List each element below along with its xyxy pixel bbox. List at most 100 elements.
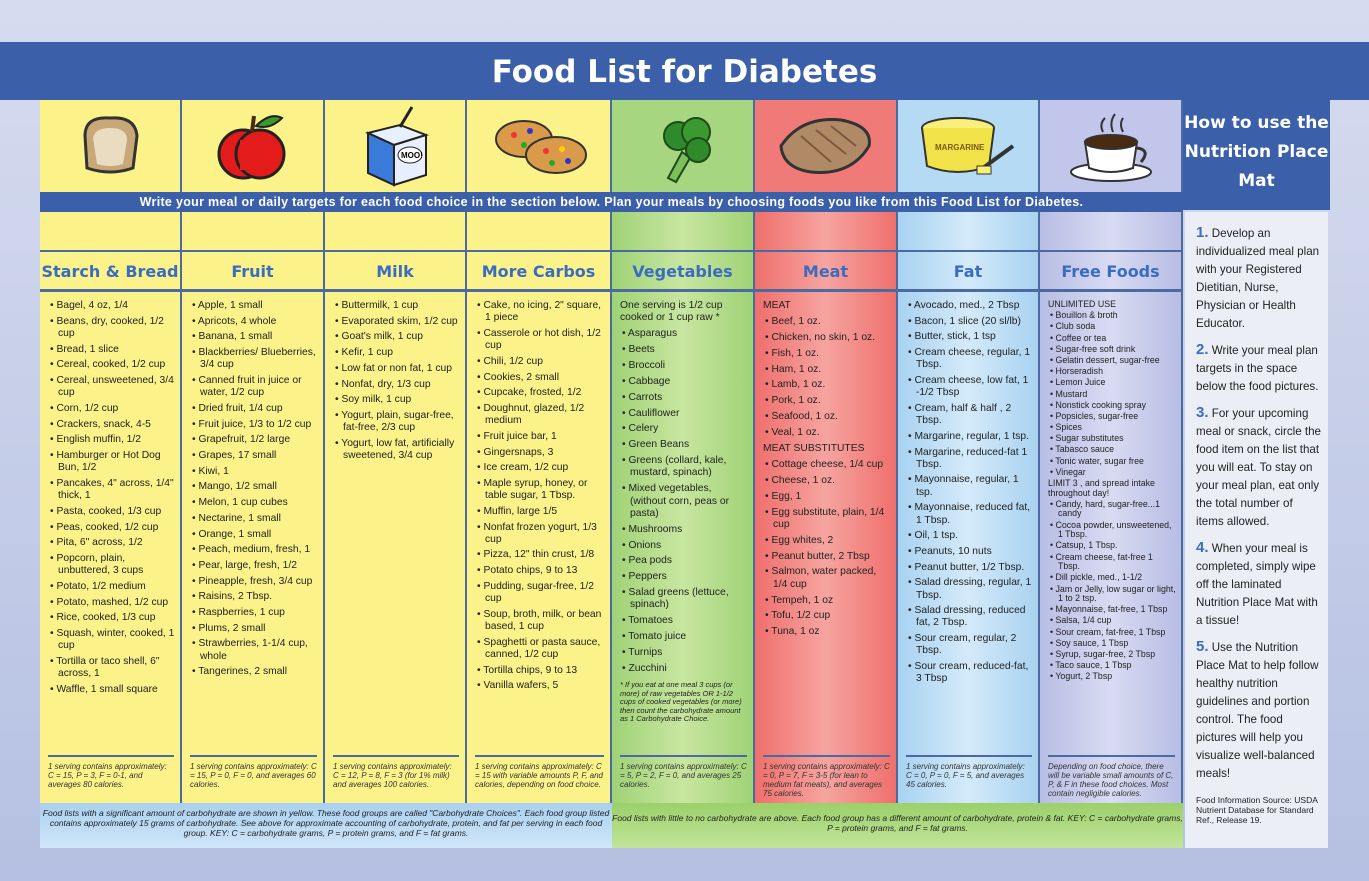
food-item[interactable]: Salsa, 1/4 cup bbox=[1048, 616, 1177, 626]
food-item[interactable]: Egg whites, 2 bbox=[763, 535, 892, 547]
food-item[interactable]: Syrup, sugar-free, 2 Tbsp bbox=[1048, 649, 1177, 660]
food-item[interactable]: Peanut butter, 1/2 Tbsp. bbox=[906, 562, 1034, 574]
food-item[interactable]: Ice cream, 1/2 cup bbox=[475, 462, 606, 474]
food-item[interactable]: Vanilla wafers, 5 bbox=[475, 680, 606, 692]
food-item[interactable]: Carrots bbox=[620, 392, 749, 404]
food-item[interactable]: Catsup, 1 Tbsp. bbox=[1048, 541, 1177, 551]
food-item[interactable]: Greens (collard, kale, mustard, spinach) bbox=[620, 455, 749, 479]
food-item[interactable]: Gingersnaps, 3 bbox=[475, 447, 606, 459]
food-item[interactable]: Cheese, 1 oz. bbox=[763, 475, 892, 487]
food-item[interactable]: Tofu, 1/2 cup bbox=[763, 610, 892, 622]
food-item[interactable]: Chili, 1/2 cup bbox=[475, 356, 606, 368]
food-item[interactable]: Cottage cheese, 1/4 cup bbox=[763, 459, 892, 471]
food-item[interactable]: Goat's milk, 1 cup bbox=[333, 331, 461, 343]
food-item[interactable]: Yogurt, 2 Tbsp bbox=[1048, 672, 1177, 682]
food-item[interactable]: Bread, 1 slice bbox=[48, 344, 176, 356]
food-item[interactable]: Pancakes, 4" across, 1/4" thick, 1 bbox=[48, 478, 176, 502]
food-item[interactable]: Popsicles, sugar-free bbox=[1048, 411, 1177, 422]
food-item[interactable]: Soy sauce, 1 Tbsp bbox=[1048, 638, 1177, 649]
food-item[interactable]: Jam or Jelly, low sugar or light, 1 to 2… bbox=[1048, 584, 1177, 604]
food-item[interactable]: Cream cheese, regular, 1 Tbsp. bbox=[906, 347, 1034, 371]
food-item[interactable]: Peanut butter, 2 Tbsp bbox=[763, 551, 892, 563]
food-item[interactable]: Raspberries, 1 cup bbox=[190, 607, 319, 619]
food-item[interactable]: Pear, large, fresh, 1/2 bbox=[190, 560, 319, 572]
food-item[interactable]: Cereal, unsweetened, 3/4 cup bbox=[48, 375, 176, 399]
target-entry-area[interactable] bbox=[40, 212, 180, 252]
food-item[interactable]: Corn, 1/2 cup bbox=[48, 403, 176, 415]
food-item[interactable]: Margarine, regular, 1 tsp. bbox=[906, 431, 1034, 443]
food-item[interactable]: Gelatin dessert, sugar-free bbox=[1048, 355, 1177, 366]
food-item[interactable]: Egg, 1 bbox=[763, 491, 892, 503]
food-item[interactable]: English muffin, 1/2 bbox=[48, 434, 176, 446]
food-item[interactable]: Canned fruit in juice or water, 1/2 cup bbox=[190, 375, 319, 399]
food-item[interactable]: Broccoli bbox=[620, 360, 749, 372]
food-item[interactable]: Cookies, 2 small bbox=[475, 372, 606, 384]
food-item[interactable]: Melon, 1 cup cubes bbox=[190, 497, 319, 509]
food-item[interactable]: Low fat or non fat, 1 cup bbox=[333, 363, 461, 375]
food-item[interactable]: Tomato juice bbox=[620, 631, 749, 643]
food-item[interactable]: Beans, dry, cooked, 1/2 cup bbox=[48, 316, 176, 340]
food-item[interactable]: Waffle, 1 small square bbox=[48, 684, 176, 696]
food-item[interactable]: Club soda bbox=[1048, 322, 1177, 332]
food-item[interactable]: Apricots, 4 whole bbox=[190, 316, 319, 328]
food-item[interactable]: Coffee or tea bbox=[1048, 333, 1177, 344]
food-item[interactable]: Cake, no icing, 2" square, 1 piece bbox=[475, 300, 606, 324]
food-item[interactable]: Orange, 1 small bbox=[190, 529, 319, 541]
food-item[interactable]: Salad dressing, regular, 1 Tbsp. bbox=[906, 577, 1034, 601]
food-item[interactable]: Potato, 1/2 medium bbox=[48, 581, 176, 593]
food-item[interactable]: Fish, 1 oz. bbox=[763, 348, 892, 360]
food-item[interactable]: Cupcake, frosted, 1/2 bbox=[475, 387, 606, 399]
food-item[interactable]: Sour cream, fat-free, 1 Tbsp bbox=[1048, 627, 1177, 638]
food-item[interactable]: Pineapple, fresh, 3/4 cup bbox=[190, 576, 319, 588]
food-item[interactable]: Yogurt, low fat, artificially sweetened,… bbox=[333, 438, 461, 462]
food-item[interactable]: Tabasco sauce bbox=[1048, 445, 1177, 455]
food-item[interactable]: Cream, half & half , 2 Tbsp. bbox=[906, 403, 1034, 427]
food-item[interactable]: Nectarine, 1 small bbox=[190, 513, 319, 525]
food-item[interactable]: Evaporated skim, 1/2 cup bbox=[333, 316, 461, 328]
food-item[interactable]: Fruit juice, 1/3 to 1/2 cup bbox=[190, 419, 319, 431]
food-item[interactable]: Asparagus bbox=[620, 328, 749, 340]
food-item[interactable]: Kiwi, 1 bbox=[190, 466, 319, 478]
food-item[interactable]: Mustard bbox=[1048, 389, 1177, 400]
food-item[interactable]: Salad greens (lettuce, spinach) bbox=[620, 587, 749, 611]
food-item[interactable]: Onions bbox=[620, 540, 749, 552]
food-item[interactable]: Casserole or hot dish, 1/2 cup bbox=[475, 328, 606, 352]
food-item[interactable]: Potato chips, 9 to 13 bbox=[475, 565, 606, 577]
food-item[interactable]: Pizza, 12" thin crust, 1/8 bbox=[475, 549, 606, 561]
food-item[interactable]: Sugar-free soft drink bbox=[1048, 344, 1177, 355]
food-item[interactable]: Spices bbox=[1048, 422, 1177, 433]
food-item[interactable]: Nonfat frozen yogurt, 1/3 cup bbox=[475, 522, 606, 546]
food-item[interactable]: Mango, 1/2 small bbox=[190, 481, 319, 493]
food-item[interactable]: Green Beans bbox=[620, 439, 749, 451]
food-item[interactable]: Cream cheese, fat-free 1 Tbsp. bbox=[1048, 552, 1177, 572]
food-item[interactable]: Beets bbox=[620, 344, 749, 356]
food-item[interactable]: Ham, 1 oz. bbox=[763, 364, 892, 376]
food-item[interactable]: Pita, 6" across, 1/2 bbox=[48, 537, 176, 549]
food-item[interactable]: Maple syrup, honey, or table sugar, 1 Tb… bbox=[475, 478, 606, 502]
food-item[interactable]: Banana, 1 small bbox=[190, 331, 319, 343]
food-item[interactable]: Peas, cooked, 1/2 cup bbox=[48, 522, 176, 534]
food-item[interactable]: Blackberries/ Blueberries, 3/4 cup bbox=[190, 347, 319, 371]
target-entry-area[interactable] bbox=[755, 212, 896, 252]
food-item[interactable]: Pea pods bbox=[620, 555, 749, 567]
food-item[interactable]: Zucchini bbox=[620, 663, 749, 675]
food-item[interactable]: Popcorn, plain, unbuttered, 3 cups bbox=[48, 553, 176, 577]
food-item[interactable]: Cocoa powder, unsweetened, 1 Tbsp. bbox=[1048, 520, 1177, 540]
food-item[interactable]: Nonfat, dry, 1/3 cup bbox=[333, 379, 461, 391]
food-item[interactable]: Peach, medium, fresh, 1 bbox=[190, 544, 319, 556]
food-item[interactable]: Doughnut, glazed, 1/2 medium bbox=[475, 403, 606, 427]
food-item[interactable]: Veal, 1 oz. bbox=[763, 427, 892, 439]
food-item[interactable]: Peppers bbox=[620, 571, 749, 583]
food-item[interactable]: Vinegar bbox=[1048, 467, 1177, 478]
food-item[interactable]: Cabbage bbox=[620, 376, 749, 388]
food-item[interactable]: Kefir, 1 cup bbox=[333, 347, 461, 359]
food-item[interactable]: Horseradish bbox=[1048, 367, 1177, 377]
food-item[interactable]: Tortilla or taco shell, 6" across, 1 bbox=[48, 656, 176, 680]
food-item[interactable]: Dill pickle, med., 1-1/2 bbox=[1048, 573, 1177, 583]
target-entry-area[interactable] bbox=[325, 212, 465, 252]
food-item[interactable]: Muffin, large 1/5 bbox=[475, 506, 606, 518]
food-item[interactable]: Tempeh, 1 oz bbox=[763, 595, 892, 607]
food-item[interactable]: Butter, stick, 1 tsp bbox=[906, 331, 1034, 343]
food-item[interactable]: Sugar substitutes bbox=[1048, 434, 1177, 444]
food-item[interactable]: Salmon, water packed, 1/4 cup bbox=[763, 566, 892, 590]
